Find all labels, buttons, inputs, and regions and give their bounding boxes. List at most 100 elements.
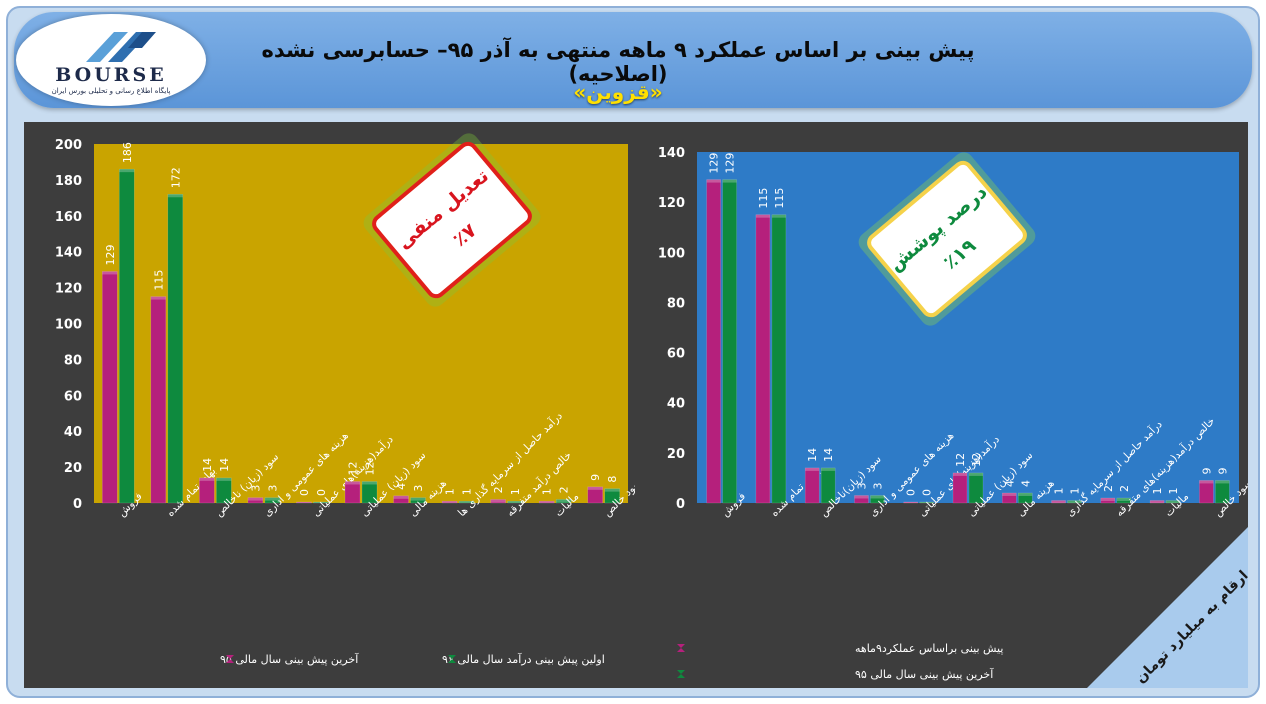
y-tick-label: 200 <box>55 138 82 153</box>
legend-label-series-b: اولین پیش بینی درآمد سال مالی ۹۶ <box>442 652 605 666</box>
bar-cap <box>1116 497 1131 501</box>
bar-cap <box>1150 500 1165 503</box>
bar-series-a <box>441 500 458 504</box>
data-label: 1 <box>444 488 457 495</box>
data-label: 3 <box>871 482 884 489</box>
data-label: 14 <box>806 448 819 462</box>
bar-cap <box>755 214 770 218</box>
bar-series-b <box>1116 497 1132 504</box>
data-label: 14 <box>201 458 214 472</box>
bar-cap <box>362 481 377 485</box>
bar-cap <box>199 477 215 481</box>
data-label: 129 <box>708 153 721 174</box>
bar-cap <box>459 501 475 503</box>
data-label: 0 <box>315 489 328 496</box>
bar-cap <box>539 501 555 503</box>
y-tick-label: 120 <box>658 196 685 211</box>
bar-series-a <box>854 495 869 504</box>
data-label: 1 <box>509 488 522 495</box>
y-tick-label: 160 <box>55 210 82 225</box>
bar-cap <box>587 486 603 490</box>
bar-series-a <box>1199 480 1214 504</box>
data-label: 1 <box>1167 487 1180 494</box>
y-tick-label: 100 <box>55 318 82 333</box>
callout-badge: درصد پوشش٪۱۹ <box>858 152 1036 326</box>
corner-note-bg <box>1087 527 1248 688</box>
data-label: 1 <box>541 488 554 495</box>
bar-series-b <box>507 500 523 504</box>
bar-cap <box>870 495 885 499</box>
y-tick-label: 140 <box>658 146 685 161</box>
data-label: 12 <box>970 453 983 467</box>
bar-series-a <box>538 500 555 504</box>
bar-cap <box>1166 500 1181 503</box>
bar-series-a <box>199 477 215 504</box>
data-label: 2 <box>1118 485 1131 492</box>
bar-series-b <box>820 467 836 504</box>
y-tick-label: 140 <box>55 246 82 261</box>
bar-series-b <box>264 497 281 504</box>
y-tick-label: 40 <box>667 397 685 412</box>
bar-cap <box>854 495 869 499</box>
y-tick-label: 20 <box>64 461 82 476</box>
bar-series-a <box>952 472 968 504</box>
bar-series-a <box>296 501 312 504</box>
bar-series-a <box>393 495 409 504</box>
bar-series-a <box>490 499 506 504</box>
bar-series-a <box>755 214 771 504</box>
data-label: 2 <box>1102 485 1115 492</box>
bar-series-b <box>722 179 737 504</box>
header-banner: پیش بینی بر اساس عملکرد ۹ ماهه منتهی به … <box>14 12 1252 108</box>
y-tick-label: 20 <box>667 447 685 462</box>
bar-cap <box>490 499 506 503</box>
bar-cap <box>345 481 360 485</box>
left-chart-panel: 0 20 40 60 80 100 120 140 160 180 200 129 186 فروش 115… <box>24 122 635 688</box>
bar-cap <box>1002 492 1017 496</box>
data-label: 12 <box>364 461 377 475</box>
data-label: 9 <box>1200 467 1213 474</box>
bar-cap <box>393 495 409 499</box>
data-label: 12 <box>347 461 360 475</box>
bar-series-b <box>313 501 329 504</box>
bar-series-a <box>706 179 721 504</box>
bar-cap <box>1199 480 1214 484</box>
legend-marker-series-a <box>226 655 234 663</box>
bar-cap <box>264 497 280 501</box>
bar-cap <box>1215 480 1230 484</box>
plot-area <box>94 144 628 503</box>
y-tick-label: 60 <box>64 389 82 404</box>
data-label: 129 <box>104 244 117 265</box>
logo-mark-icon <box>86 32 156 62</box>
data-label: 12 <box>954 453 967 467</box>
y-tick-label: 40 <box>64 425 82 440</box>
bar-series-b <box>919 501 934 504</box>
y-tick-label: 80 <box>667 296 685 311</box>
y-tick-label: 180 <box>55 174 82 189</box>
bar-cap <box>216 477 232 481</box>
data-label: 1 <box>1151 487 1164 494</box>
bar-series-b <box>771 214 787 504</box>
logo-brand: BOURSE <box>55 64 167 86</box>
bar-cap <box>722 179 737 183</box>
data-label: 0 <box>921 489 934 496</box>
bar-cap <box>556 499 572 503</box>
bar-cap <box>1051 500 1066 503</box>
bar-series-b <box>1018 492 1033 504</box>
data-label: 0 <box>905 489 918 496</box>
bar-series-a <box>1149 500 1165 504</box>
y-tick-label: 0 <box>73 497 82 512</box>
legend-label-series-b: آخرین پیش بینی سال مالی ۹۵ <box>855 667 994 681</box>
data-label: 4 <box>1019 480 1032 487</box>
data-label: 115 <box>757 188 770 209</box>
y-tick-label: 60 <box>667 347 685 362</box>
data-label: 3 <box>249 485 262 492</box>
bar-series-a <box>344 481 361 504</box>
bar-cap <box>903 502 918 503</box>
bar-series-a <box>804 467 820 504</box>
data-label: 14 <box>822 448 835 462</box>
data-label: 3 <box>266 485 279 492</box>
bar-series-b <box>216 477 232 504</box>
logo-tagline: پایگاه اطلاع رسانی و تحلیلی بورس ایران <box>51 87 171 95</box>
data-label: 4 <box>395 483 408 490</box>
bar-series-a <box>1100 497 1116 504</box>
